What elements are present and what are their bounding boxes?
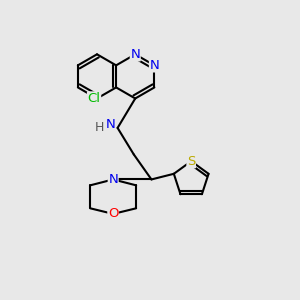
Text: Cl: Cl <box>88 92 100 105</box>
Text: O: O <box>108 207 119 220</box>
Text: N: N <box>149 59 159 72</box>
Text: N: N <box>108 173 118 186</box>
Text: N: N <box>105 118 115 131</box>
Text: H: H <box>95 122 105 134</box>
Text: S: S <box>187 155 195 168</box>
Text: N: N <box>130 48 140 61</box>
